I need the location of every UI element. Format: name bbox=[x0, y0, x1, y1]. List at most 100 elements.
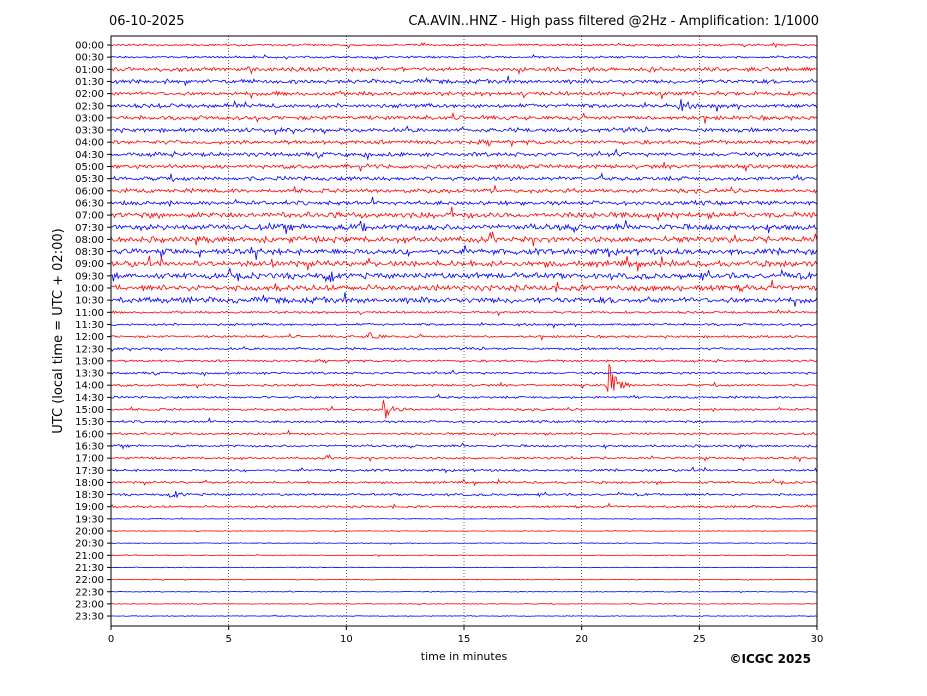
y-tick-label: 03:30 bbox=[75, 126, 104, 137]
trace-1930 bbox=[110, 517, 817, 521]
y-tick-label: 15:00 bbox=[75, 405, 104, 416]
trace-1430 bbox=[110, 393, 817, 400]
trace-0700 bbox=[110, 206, 817, 222]
trace-1030 bbox=[110, 292, 817, 307]
y-tick-label: 04:30 bbox=[75, 150, 104, 161]
y-tick-label: 16:00 bbox=[75, 429, 104, 440]
trace-0430 bbox=[110, 148, 817, 161]
trace-1600 bbox=[110, 429, 817, 437]
chart-title: CA.AVIN..HNZ - High pass filtered @2Hz -… bbox=[408, 14, 819, 29]
trace-0030 bbox=[110, 53, 817, 61]
trace-1300 bbox=[110, 358, 817, 365]
x-tick-label: 10 bbox=[340, 634, 353, 645]
trace-0300 bbox=[110, 111, 817, 124]
trace-0130 bbox=[110, 75, 817, 87]
y-tick-label: 07:30 bbox=[75, 223, 104, 234]
trace-0100 bbox=[110, 65, 817, 76]
y-tick-label: 08:30 bbox=[75, 247, 104, 258]
trace-0630 bbox=[110, 196, 817, 208]
y-tick-label: 12:00 bbox=[75, 332, 104, 343]
trace-1800 bbox=[110, 478, 817, 487]
y-tick-label: 12:30 bbox=[75, 344, 104, 355]
y-tick-label: 21:30 bbox=[75, 563, 104, 574]
trace-0900 bbox=[110, 255, 817, 272]
y-tick-label: 14:30 bbox=[75, 393, 104, 404]
y-tick-label: 10:00 bbox=[75, 284, 104, 295]
y-axis-label: UTC (local time = UTC + 02:00) bbox=[51, 228, 66, 433]
y-tick-label: 22:00 bbox=[75, 575, 104, 586]
trace-2330 bbox=[110, 614, 817, 617]
y-tick-label: 07:00 bbox=[75, 211, 104, 222]
y-tick-label: 22:30 bbox=[75, 587, 104, 598]
y-tick-label: 02:30 bbox=[75, 101, 104, 112]
trace-0230 bbox=[110, 99, 817, 112]
trace-1230 bbox=[110, 346, 817, 352]
trace-2130 bbox=[110, 566, 817, 569]
y-tick-label: 17:00 bbox=[75, 454, 104, 465]
trace-1630 bbox=[110, 442, 817, 450]
y-tick-label: 01:00 bbox=[75, 65, 104, 76]
y-tick-label: 00:30 bbox=[75, 53, 104, 64]
y-tick-label: 14:00 bbox=[75, 381, 104, 392]
trace-2000 bbox=[110, 529, 817, 533]
trace-0730 bbox=[110, 220, 817, 235]
y-tick-label: 21:00 bbox=[75, 551, 104, 562]
y-tick-label: 23:30 bbox=[75, 612, 104, 623]
trace-2100 bbox=[110, 553, 817, 557]
x-tick-label: 5 bbox=[225, 634, 231, 645]
trace-0000 bbox=[110, 42, 817, 49]
x-tick-label: 25 bbox=[693, 634, 706, 645]
trace-2030 bbox=[110, 542, 817, 545]
trace-0500 bbox=[110, 161, 817, 172]
y-tick-label: 23:00 bbox=[75, 599, 104, 610]
trace-1500 bbox=[110, 400, 817, 419]
y-tick-label: 02:00 bbox=[75, 89, 104, 100]
y-tick-label: 06:30 bbox=[75, 198, 104, 209]
x-axis-label: time in minutes bbox=[421, 650, 508, 663]
y-tick-label: 06:00 bbox=[75, 186, 104, 197]
trace-1130 bbox=[110, 321, 817, 329]
seismic-traces bbox=[110, 42, 817, 617]
trace-1700 bbox=[110, 454, 817, 463]
trace-1100 bbox=[110, 308, 817, 317]
chart-date: 06-10-2025 bbox=[109, 14, 185, 29]
trace-1200 bbox=[110, 332, 817, 342]
y-tick-label: 19:00 bbox=[75, 502, 104, 513]
trace-0200 bbox=[110, 90, 817, 100]
y-tick-label: 05:00 bbox=[75, 162, 104, 173]
trace-1330 bbox=[110, 369, 817, 377]
trace-0330 bbox=[110, 125, 817, 136]
trace-1400 bbox=[110, 363, 817, 392]
trace-2230 bbox=[110, 590, 817, 594]
trace-0830 bbox=[110, 245, 817, 261]
y-tick-label: 04:00 bbox=[75, 138, 104, 149]
y-tick-label: 15:30 bbox=[75, 417, 104, 428]
trace-2200 bbox=[110, 578, 817, 581]
y-tick-label: 16:30 bbox=[75, 441, 104, 452]
copyright-label: ©ICGC 2025 bbox=[729, 652, 811, 666]
trace-1000 bbox=[110, 279, 817, 293]
y-tick-label: 18:00 bbox=[75, 478, 104, 489]
trace-0600 bbox=[110, 185, 817, 195]
y-tick-label: 10:30 bbox=[75, 296, 104, 307]
y-tick-label: 13:00 bbox=[75, 356, 104, 367]
trace-1530 bbox=[110, 417, 817, 424]
x-tick-label: 15 bbox=[458, 634, 471, 645]
y-tick-label: 19:30 bbox=[75, 514, 104, 525]
y-tick-label: 20:30 bbox=[75, 539, 104, 550]
y-tick-label: 13:30 bbox=[75, 369, 104, 380]
y-tick-label: 09:00 bbox=[75, 259, 104, 270]
trace-2300 bbox=[110, 602, 817, 606]
x-grid bbox=[228, 36, 700, 626]
x-tick-label: 20 bbox=[575, 634, 588, 645]
x-tick-label: 0 bbox=[108, 634, 114, 645]
trace-0530 bbox=[110, 172, 817, 183]
y-tick-label: 11:00 bbox=[75, 308, 104, 319]
y-tick-label: 00:00 bbox=[75, 41, 104, 52]
y-tick-label: 05:30 bbox=[75, 174, 104, 185]
y-tick-label: 17:30 bbox=[75, 466, 104, 477]
y-tick-label: 01:30 bbox=[75, 77, 104, 88]
trace-1900 bbox=[110, 502, 817, 510]
